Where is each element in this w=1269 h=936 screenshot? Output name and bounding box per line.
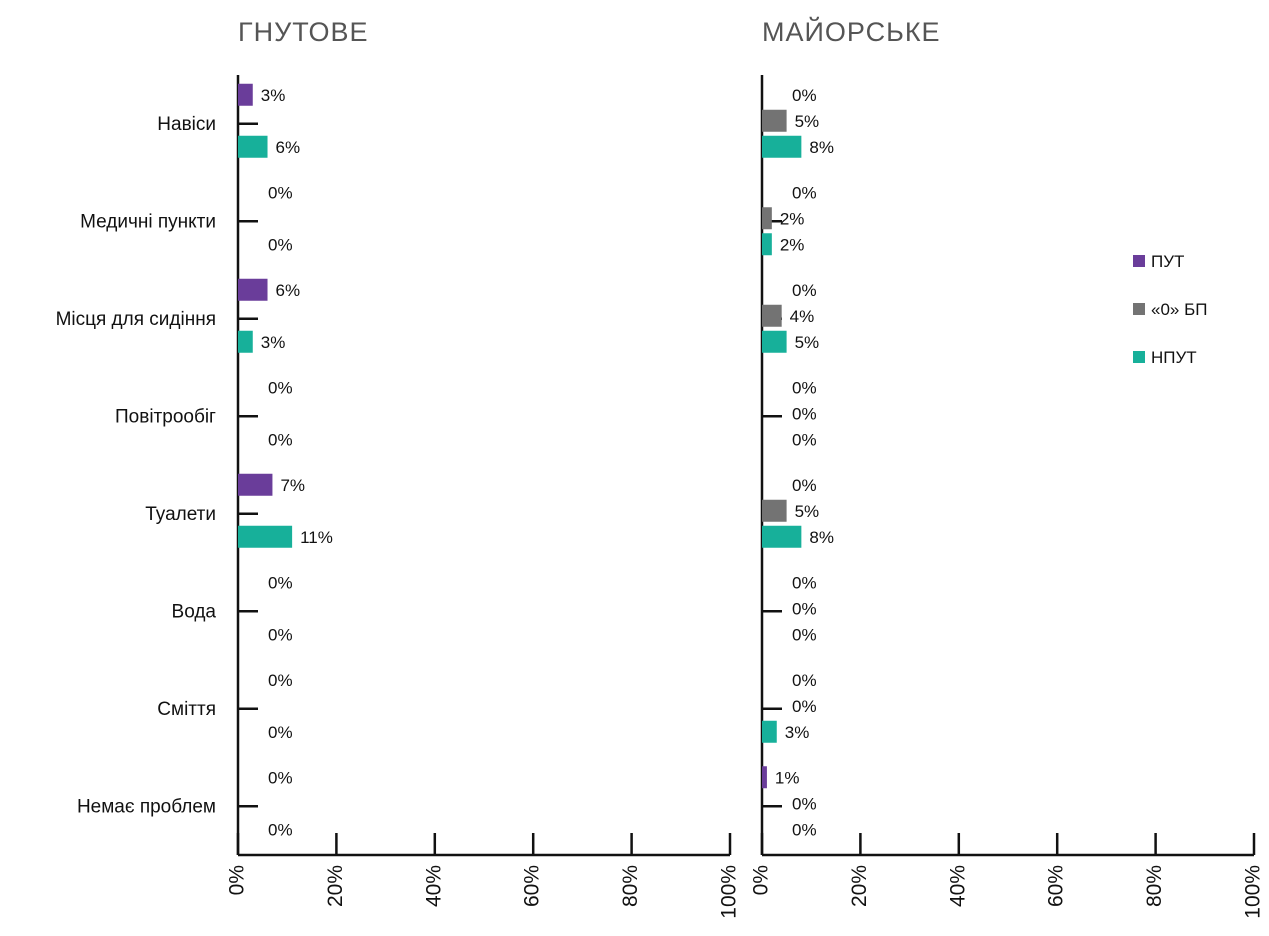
bar-1-2 <box>762 304 782 327</box>
category-label: Медичні пункти <box>80 211 216 232</box>
data-label: 0% <box>792 625 817 644</box>
bar-1-0 <box>762 109 787 132</box>
data-label: 4% <box>790 307 815 326</box>
bar-2-6 <box>762 720 777 743</box>
data-label: 8% <box>809 528 834 547</box>
data-label: 3% <box>261 86 286 105</box>
bar-2-1 <box>762 233 772 256</box>
x-tick-label: 0% <box>226 865 249 895</box>
x-tick-label: 20% <box>848 865 871 907</box>
data-label: 0% <box>268 625 293 644</box>
data-label: 0% <box>792 794 817 813</box>
data-label: 0% <box>792 281 817 300</box>
x-tick-label: 40% <box>946 865 969 907</box>
x-tick-label: 20% <box>324 865 347 907</box>
bar-2-2 <box>762 330 787 353</box>
x-tick-label: 80% <box>619 865 642 907</box>
category-label: Повітрообіг <box>115 406 216 427</box>
category-label: Туалети <box>145 504 216 525</box>
category-label: Сміття <box>157 699 216 720</box>
data-label: 5% <box>795 333 820 352</box>
data-label: 5% <box>795 112 820 131</box>
data-label: 0% <box>792 476 817 495</box>
chart-title: ГНУТОВЕ <box>238 17 369 47</box>
data-label: 0% <box>268 430 293 449</box>
data-label: 0% <box>268 723 293 742</box>
legend-label: НПУТ <box>1151 348 1197 367</box>
data-label: 0% <box>792 430 817 449</box>
data-label: 0% <box>792 378 817 397</box>
data-label: 0% <box>268 820 293 839</box>
data-label: 0% <box>792 183 817 202</box>
x-tick-label: 80% <box>1143 865 1166 907</box>
data-label: 7% <box>280 476 305 495</box>
chart-title: МАЙОРСЬКЕ <box>762 16 941 47</box>
legend-swatch <box>1133 303 1145 315</box>
legend-label: ПУТ <box>1151 252 1184 271</box>
data-label: 0% <box>792 599 817 618</box>
data-label: 3% <box>785 723 810 742</box>
data-label: 0% <box>792 697 817 716</box>
bar-1-4 <box>238 525 293 548</box>
category-label: Навіси <box>157 114 216 135</box>
data-label: 2% <box>780 209 805 228</box>
bar-2-4 <box>762 525 802 548</box>
bar-2-0 <box>762 135 802 158</box>
data-label: 0% <box>268 768 293 787</box>
data-label: 0% <box>268 235 293 254</box>
legend-swatch <box>1133 351 1145 363</box>
legend-label: «0» БП <box>1151 300 1207 319</box>
data-label: 0% <box>792 671 817 690</box>
data-label: 8% <box>809 138 834 157</box>
category-label: Місця для сидіння <box>56 309 216 330</box>
data-label: 0% <box>792 404 817 423</box>
x-tick-label: 40% <box>422 865 445 907</box>
category-label: Вода <box>172 601 217 622</box>
bar-0-0 <box>238 83 253 106</box>
data-label: 3% <box>261 333 286 352</box>
data-label: 1% <box>775 768 800 787</box>
data-label: 0% <box>268 378 293 397</box>
bar-0-2 <box>238 278 268 301</box>
x-tick-label: 60% <box>521 865 544 907</box>
data-label: 2% <box>780 235 805 254</box>
bar-1-0 <box>238 135 268 158</box>
x-tick-label: 100% <box>718 865 741 919</box>
data-label: 6% <box>276 281 301 300</box>
data-label: 0% <box>792 86 817 105</box>
data-label: 0% <box>268 183 293 202</box>
data-label: 6% <box>276 138 301 157</box>
data-label: 0% <box>268 573 293 592</box>
bar-1-4 <box>762 499 787 522</box>
bar-1-2 <box>238 330 253 353</box>
data-label: 5% <box>795 502 820 521</box>
data-label: 11% <box>300 528 333 547</box>
data-label: 0% <box>268 671 293 690</box>
data-label: 0% <box>792 820 817 839</box>
x-tick-label: 100% <box>1242 865 1265 919</box>
legend-swatch <box>1133 255 1145 267</box>
x-tick-label: 0% <box>750 865 773 895</box>
data-label: 0% <box>792 573 817 592</box>
bar-1-1 <box>762 207 772 230</box>
bar-0-7 <box>762 766 767 789</box>
category-label: Немає проблем <box>77 796 216 817</box>
bar-0-4 <box>238 473 273 496</box>
x-tick-label: 60% <box>1045 865 1068 907</box>
